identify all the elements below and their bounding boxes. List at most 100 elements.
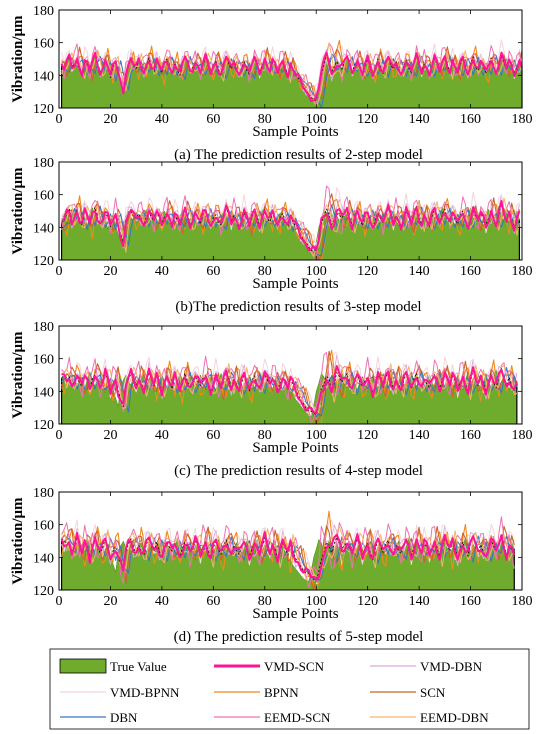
x-tick-label: 0 (56, 594, 63, 609)
x-axis-label: Sample Points (252, 606, 338, 622)
x-tick-label: 80 (258, 428, 272, 443)
x-tick-label: 100 (306, 594, 327, 609)
x-tick-label: 0 (56, 112, 63, 127)
legend-label: EEMD-SCN (264, 710, 331, 725)
legend: True Value VMD-SCN VMD-DBN VMD-BPNN BPNN SCN D… (49, 648, 530, 730)
y-tick-label: 140 (33, 551, 54, 566)
panel-caption: (d) The prediction results of 5-step mod… (174, 629, 424, 645)
legend-label: True Value (110, 659, 167, 674)
x-tick-label: 60 (206, 264, 220, 279)
axes-frame (58, 9, 523, 109)
legend-label: EEMD-DBN (420, 710, 489, 725)
y-tick-label: 160 (33, 37, 54, 52)
panels: 0 20 40 60 80 100 120 140 160 180 120 140 160 180 Vibr… (10, 4, 533, 645)
series-vmd-scn (60, 200, 521, 252)
series-eemd-scn (61, 351, 518, 423)
y-tick-label: 180 (33, 4, 54, 19)
legend-item: VMD-DBN (370, 659, 483, 674)
x-tick-label: 40 (155, 264, 169, 279)
x-tick-label: 40 (155, 594, 169, 609)
y-tick-label: 120 (33, 254, 54, 269)
axes-frame (58, 161, 523, 261)
x-tick-label: 60 (206, 112, 220, 127)
x-tick-label: 140 (409, 594, 430, 609)
legend-label: VMD-BPNN (110, 685, 180, 700)
series-black-ref (61, 535, 515, 581)
x-tick-label: 100 (306, 428, 327, 443)
y-tick-label: 120 (33, 584, 54, 599)
x-tick-label: 120 (357, 264, 378, 279)
series-black-ref (61, 203, 520, 252)
x-tick-label: 180 (512, 594, 533, 609)
legend-label: VMD-SCN (264, 659, 325, 674)
y-tick-label: 140 (33, 221, 54, 236)
series-eemd-scn (61, 42, 523, 104)
x-tick-label: 0 (56, 428, 63, 443)
legend-swatch (59, 658, 107, 674)
axes-frame (58, 491, 523, 591)
panel-caption: (b)The prediction results of 3-step mode… (175, 299, 421, 315)
y-axis-label: Vibration/μm (10, 497, 26, 585)
y-tick-label: 140 (33, 385, 54, 400)
x-tick-label: 60 (206, 594, 220, 609)
x-tick-label: 100 (306, 264, 327, 279)
legend-box (49, 648, 530, 730)
panel-caption: (a) The prediction results of 2-step mod… (174, 147, 423, 163)
series-vmd-scn (60, 531, 516, 581)
legend-item: DBN (60, 710, 138, 725)
series-vmd-scn (60, 51, 523, 102)
x-tick-label: 180 (512, 264, 533, 279)
x-tick-label: 140 (409, 428, 430, 443)
series-vmd-bpnn (61, 519, 515, 585)
series-vmd-scn (61, 365, 518, 414)
y-tick-label: 160 (33, 519, 54, 534)
y-axis-label: Vibration/μm (10, 167, 26, 255)
x-tick-label: 140 (409, 112, 430, 127)
x-tick-label: 80 (258, 112, 272, 127)
legend-item: BPNN (214, 685, 299, 700)
legend-item: VMD-SCN (214, 659, 325, 674)
axes-frame (58, 325, 523, 425)
y-tick-label: 120 (33, 418, 54, 433)
x-tick-label: 140 (409, 264, 430, 279)
series-eemd-dbn (61, 197, 520, 258)
x-tick-label: 120 (357, 112, 378, 127)
legend-item: EEMD-DBN (370, 710, 489, 725)
legend-item: EEMD-SCN (214, 710, 331, 725)
panel-3: 0 20 40 60 80 100 120 140 160 180 120 140 160 180 Vibr… (10, 320, 533, 479)
x-axis-label: Sample Points (252, 276, 338, 292)
y-tick-label: 180 (33, 486, 54, 501)
x-tick-label: 180 (512, 112, 533, 127)
y-tick-label: 120 (33, 102, 54, 117)
y-tick-label: 180 (33, 320, 54, 335)
x-axis-label: Sample Points (252, 440, 338, 456)
x-axis-label: Sample Points (252, 124, 338, 140)
x-tick-label: 20 (103, 264, 117, 279)
panel-1: 0 20 40 60 80 100 120 140 160 180 120 140 160 180 Vibr… (10, 4, 533, 163)
x-tick-label: 160 (460, 112, 481, 127)
panel-2: 0 20 40 60 80 100 120 140 160 180 120 140 160 180 Vibr… (10, 156, 533, 315)
x-tick-label: 120 (357, 594, 378, 609)
y-axis-label: Vibration/μm (10, 331, 26, 419)
x-tick-label: 160 (460, 428, 481, 443)
legend-label: BPNN (264, 685, 299, 700)
x-tick-label: 180 (512, 428, 533, 443)
y-tick-label: 180 (33, 156, 54, 171)
panel-4: 0 20 40 60 80 100 120 140 160 180 120 140 160 180 Vibr… (10, 486, 533, 645)
x-tick-label: 160 (460, 264, 481, 279)
series-eemd-dbn (61, 526, 515, 580)
x-tick-label: 20 (103, 112, 117, 127)
legend-item: True Value (59, 658, 167, 674)
x-tick-label: 100 (306, 112, 327, 127)
y-tick-label: 140 (33, 69, 54, 84)
legend-item: SCN (370, 685, 446, 700)
x-tick-label: 80 (258, 264, 272, 279)
panel-caption: (c) The prediction results of 4-step mod… (174, 463, 423, 479)
legend-label: VMD-DBN (420, 659, 483, 674)
x-tick-label: 60 (206, 428, 220, 443)
x-tick-label: 40 (155, 112, 169, 127)
x-tick-label: 160 (460, 594, 481, 609)
legend-label: SCN (420, 685, 446, 700)
y-tick-label: 160 (33, 353, 54, 368)
x-tick-label: 40 (155, 428, 169, 443)
